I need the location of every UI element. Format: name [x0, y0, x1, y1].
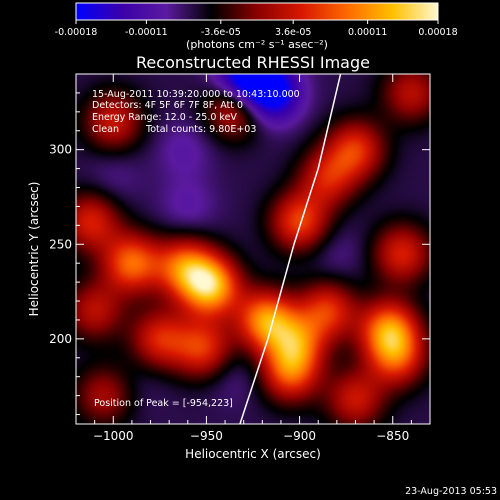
colorbar-tick-labels: -0.00018 -0.00011 -3.6e-05 3.6e-05 0.00011 0.…: [55, 27, 458, 38]
y-tick-label: 300: [49, 143, 72, 157]
colorbar-tick-label: 3.6e-05: [275, 27, 311, 38]
y-tick-label: 250: [49, 237, 72, 251]
y-axis: 200 250 300: [49, 73, 430, 416]
annotation-total-counts: Total counts: 9.80E+03: [145, 124, 256, 135]
plot-area: [76, 74, 430, 424]
colorbar-tick-label: -0.00011: [125, 27, 168, 38]
timestamp: 23-Aug-2013 05:53: [405, 486, 497, 497]
annotation-energy-range: Energy Range: 12.0 - 25.0 keV: [92, 112, 237, 123]
annotation-time-range: 15-Aug-2011 10:39:20.000 to 10:43:10.000: [92, 89, 300, 100]
plot-frame: [75, 73, 431, 425]
colorbar-tick-label: 0.00018: [418, 27, 457, 38]
colorbar-tick-label: -3.6e-05: [201, 27, 241, 38]
colorbar-unit-label: (photons cm⁻² s⁻¹ asec⁻²): [186, 38, 328, 51]
annotation-method: Clean: [92, 124, 119, 135]
colorbar: [75, 2, 439, 21]
x-tick-label: −850: [376, 429, 409, 443]
colorbar-tick-label: -0.00018: [55, 27, 98, 38]
x-axis: −1000 −950 −900 −850: [75, 74, 431, 443]
peak-position-label: Position of Peak = [-954,223]: [94, 398, 233, 409]
chart-title: Reconstructed RHESSI Image: [136, 53, 370, 72]
annotation-detectors: Detectors: 4F 5F 6F 7F 8F, Att 0: [92, 100, 243, 111]
x-axis-label: Heliocentric X (arcsec): [185, 447, 321, 461]
y-tick-label: 200: [49, 332, 72, 346]
solar-limb-line: [239, 74, 342, 424]
heatmap-image: [76, 74, 430, 424]
x-tick-label: −900: [283, 429, 316, 443]
x-tick-label: −1000: [93, 429, 134, 443]
x-tick-label: −950: [190, 429, 223, 443]
colorbar-ticks: [75, 20, 439, 24]
y-axis-label: Heliocentric Y (arcsec): [27, 182, 41, 317]
colorbar-tick-label: 0.00011: [348, 27, 387, 38]
